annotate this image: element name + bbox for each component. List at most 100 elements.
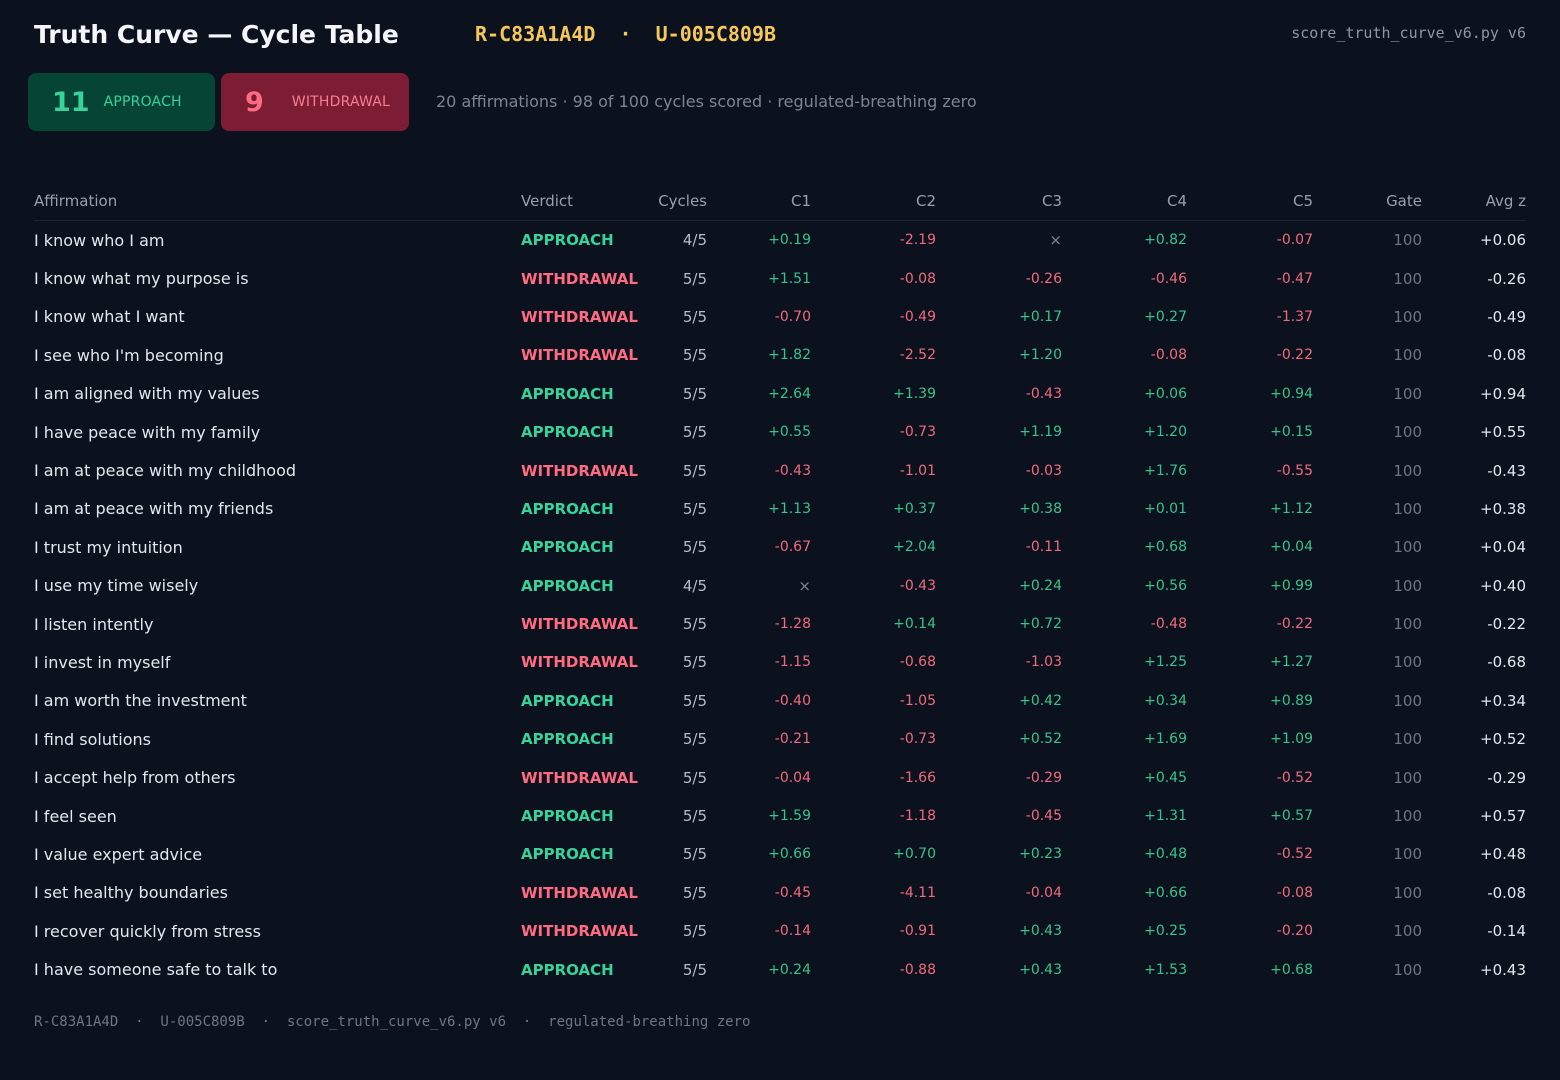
cycle-c1-cell: × — [798, 576, 811, 595]
gate-cell: 100 — [1393, 883, 1422, 902]
cycles-cell: 4/5 — [682, 576, 707, 595]
cycle-c4-cell: +1.31 — [1144, 808, 1187, 825]
cycle-c2-cell: +0.70 — [893, 846, 936, 863]
avg-z-cell: -0.43 — [1487, 461, 1526, 480]
cycle-c3-cell: +1.19 — [1019, 424, 1062, 441]
cycle-c1-cell: -0.45 — [774, 884, 811, 901]
gate-cell: 100 — [1393, 423, 1422, 442]
verdict-cell: APPROACH — [521, 730, 614, 749]
cycle-c3-cell: +0.42 — [1019, 692, 1062, 709]
cycle-c5-cell: -0.52 — [1276, 769, 1313, 786]
verdict-cell: APPROACH — [521, 691, 614, 710]
cycle-c2-cell: +0.37 — [893, 500, 936, 517]
table-row: I accept help from others WITHDRAWAL 5/5 -0… — [34, 758, 1526, 796]
cycle-c1-cell: +1.82 — [768, 347, 811, 364]
verdict-cell: APPROACH — [521, 576, 614, 595]
table-row: I value expert advice APPROACH 5/5 +0.66 +0.… — [34, 835, 1526, 873]
gate-cell: 100 — [1393, 922, 1422, 941]
verdict-cell: APPROACH — [521, 499, 614, 518]
cycle-c4-cell: +0.82 — [1144, 232, 1187, 249]
cycle-c5-cell: -0.08 — [1276, 884, 1313, 901]
cycle-c3-cell: -0.43 — [1025, 385, 1062, 402]
verdict-cell: APPROACH — [521, 960, 614, 979]
avg-z-cell: +0.04 — [1480, 538, 1526, 557]
gate-cell: 100 — [1393, 768, 1422, 787]
cycle-c5-cell: +0.68 — [1270, 961, 1313, 978]
column-header-c2: C2 — [811, 181, 936, 221]
table-row: I am at peace with my friends APPROACH 5/5… — [34, 490, 1526, 528]
cycle-c3-cell: +0.43 — [1019, 961, 1062, 978]
gate-cell: 100 — [1393, 461, 1422, 480]
cycle-c5-cell: +0.04 — [1270, 539, 1313, 556]
avg-z-cell: +0.34 — [1480, 691, 1526, 710]
verdict-cell: WITHDRAWAL — [521, 615, 638, 634]
table-row: I have peace with my family APPROACH 5/5 +0… — [34, 413, 1526, 451]
avg-z-cell: +0.06 — [1480, 231, 1526, 250]
avg-z-cell: -0.26 — [1487, 269, 1526, 288]
cycle-c5-cell: +0.89 — [1270, 692, 1313, 709]
affirmation-cell: I am at peace with my friends — [34, 499, 274, 519]
affirmation-cell: I know what my purpose is — [34, 269, 249, 289]
gate-cell: 100 — [1393, 346, 1422, 365]
cycle-c5-cell: +0.57 — [1270, 808, 1313, 825]
cycles-cell: 5/5 — [682, 307, 707, 326]
script-version: score_truth_curve_v6.py v6 — [1291, 24, 1526, 42]
column-header-cycles: Cycles — [641, 181, 707, 221]
cycles-cell: 4/5 — [682, 231, 707, 250]
cycle-c2-cell: -1.18 — [899, 808, 936, 825]
summary-text: 20 affirmations · 98 of 100 cycles score… — [436, 92, 977, 111]
cycle-c2-cell: +1.39 — [893, 385, 936, 402]
affirmation-cell: I value expert advice — [34, 844, 203, 864]
avg-z-cell: +0.40 — [1480, 576, 1526, 595]
gate-cell: 100 — [1393, 845, 1422, 864]
gate-cell: 100 — [1393, 538, 1422, 557]
gate-cell: 100 — [1393, 269, 1422, 288]
avg-z-cell: +0.52 — [1480, 730, 1526, 749]
cycle-c1-cell: -0.70 — [774, 308, 811, 325]
column-header-c4: C4 — [1062, 181, 1187, 221]
cycle-c2-cell: -0.43 — [899, 577, 936, 594]
cycle-c5-cell: -1.37 — [1276, 308, 1313, 325]
column-header-avg-z: Avg z — [1422, 181, 1526, 221]
table-row: I recover quickly from stress WITHDRAWAL 5… — [34, 912, 1526, 950]
verdict-cell: WITHDRAWAL — [521, 269, 638, 288]
avg-z-cell: +0.38 — [1480, 499, 1526, 518]
verdict-cell: APPROACH — [521, 845, 614, 864]
cycle-c3-cell: -0.04 — [1025, 884, 1062, 901]
cycles-cell: 5/5 — [682, 538, 707, 557]
cycles-cell: 5/5 — [682, 423, 707, 442]
table-row: I see who I'm becoming WITHDRAWAL 5/5 +1.82… — [34, 336, 1526, 374]
affirmation-cell: I have someone safe to talk to — [34, 960, 278, 980]
cycle-c4-cell: +1.76 — [1144, 462, 1187, 479]
verdict-cell: WITHDRAWAL — [521, 883, 638, 902]
cycles-cell: 5/5 — [682, 461, 707, 480]
cycle-c4-cell: +0.25 — [1144, 923, 1187, 940]
table-row: I set healthy boundaries WITHDRAWAL 5/5 -0.… — [34, 874, 1526, 912]
cycle-c1-cell: +1.51 — [768, 270, 811, 287]
cycles-cell: 5/5 — [682, 807, 707, 826]
cycle-c4-cell: -0.46 — [1150, 270, 1187, 287]
approach-count-badge: 11 APPROACH — [28, 73, 215, 131]
cycle-c3-cell: +0.17 — [1019, 308, 1062, 325]
cycle-c2-cell: -0.68 — [899, 654, 936, 671]
cycle-c5-cell: -0.22 — [1276, 347, 1313, 364]
cycle-c4-cell: +1.53 — [1144, 961, 1187, 978]
gate-cell: 100 — [1393, 807, 1422, 826]
table-header-row: Affirmation Verdict Cycles C1 C2 C3 C4 C… — [34, 181, 1526, 221]
cycle-c5-cell: -0.07 — [1276, 232, 1313, 249]
verdict-cell: APPROACH — [521, 384, 614, 403]
cycle-c3-cell: +0.43 — [1019, 923, 1062, 940]
cycle-c3-cell: +0.52 — [1019, 731, 1062, 748]
cycle-c5-cell: +1.09 — [1270, 731, 1313, 748]
cycle-c4-cell: +0.34 — [1144, 692, 1187, 709]
avg-z-cell: -0.08 — [1487, 883, 1526, 902]
gate-cell: 100 — [1393, 960, 1422, 979]
verdict-cell: APPROACH — [521, 231, 614, 250]
affirmation-cell: I know who I am — [34, 230, 165, 250]
avg-z-cell: +0.57 — [1480, 807, 1526, 826]
column-header-c3: C3 — [936, 181, 1062, 221]
table-row: I use my time wisely APPROACH 4/5 × -0.43 +0.… — [34, 567, 1526, 605]
cycle-c4-cell: +1.20 — [1144, 424, 1187, 441]
cycle-c2-cell: +0.14 — [893, 616, 936, 633]
cycle-c3-cell: -0.03 — [1025, 462, 1062, 479]
